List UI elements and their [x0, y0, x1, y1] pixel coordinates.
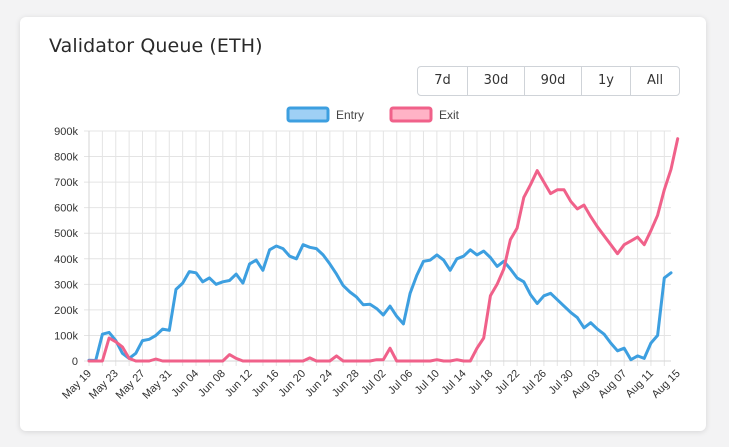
y-tick-label: 0 — [72, 356, 78, 368]
range-button-30d[interactable]: 30d — [468, 67, 525, 95]
x-tick-label: Aug 07 — [596, 368, 629, 401]
y-tick-label: 400k — [54, 254, 78, 266]
y-tick-label: 800k — [54, 152, 78, 164]
x-tick-label: Jul 06 — [386, 368, 415, 397]
x-tick-label: Jun 20 — [276, 368, 308, 400]
range-button-7d[interactable]: 7d — [418, 67, 468, 95]
y-tick-label: 500k — [54, 228, 78, 240]
x-tick-label: Jul 14 — [439, 368, 468, 397]
series-line-entry — [87, 243, 673, 362]
y-tick-label: 600k — [54, 203, 78, 215]
x-tick-label: Jul 22 — [493, 368, 522, 397]
x-tick-label: Jul 02 — [359, 368, 388, 397]
x-tick-label: Jun 08 — [196, 368, 228, 400]
x-tick-label: Aug 15 — [650, 368, 683, 401]
legend-swatch-entry — [286, 106, 330, 123]
x-tick-label: Jun 04 — [169, 368, 201, 400]
card-title: Validator Queue (ETH) — [49, 35, 263, 57]
range-button-all[interactable]: All — [646, 73, 664, 88]
x-tick-label: Jul 26 — [520, 368, 549, 397]
time-range-selector: 7d 30d 90d 1y All — [417, 66, 680, 96]
x-tick-label: Jul 10 — [413, 368, 442, 397]
x-tick-label: Aug 03 — [569, 368, 602, 401]
range-button-1y[interactable]: 1y — [582, 67, 631, 95]
x-tick-label: Jun 28 — [330, 368, 362, 400]
legend-label-exit: Exit — [439, 108, 460, 122]
series-line-exit — [87, 137, 680, 363]
x-tick-label: Jun 24 — [303, 368, 335, 400]
x-tick-label: Jun 16 — [250, 368, 282, 400]
legend-label-entry: Entry — [336, 108, 364, 122]
range-button-90d[interactable]: 90d — [525, 67, 582, 95]
x-tick-label: Jun 12 — [223, 368, 255, 400]
y-tick-label: 200k — [54, 305, 78, 317]
legend-swatch-exit — [389, 106, 433, 123]
y-tick-label: 300k — [54, 279, 78, 291]
y-tick-label: 700k — [54, 177, 78, 189]
y-tick-label: 900k — [54, 126, 78, 138]
x-tick-label: Jul 18 — [466, 368, 495, 397]
y-tick-label: 100k — [54, 330, 78, 342]
x-tick-label: Aug 11 — [623, 368, 656, 401]
x-tick-label: May 31 — [140, 368, 174, 402]
